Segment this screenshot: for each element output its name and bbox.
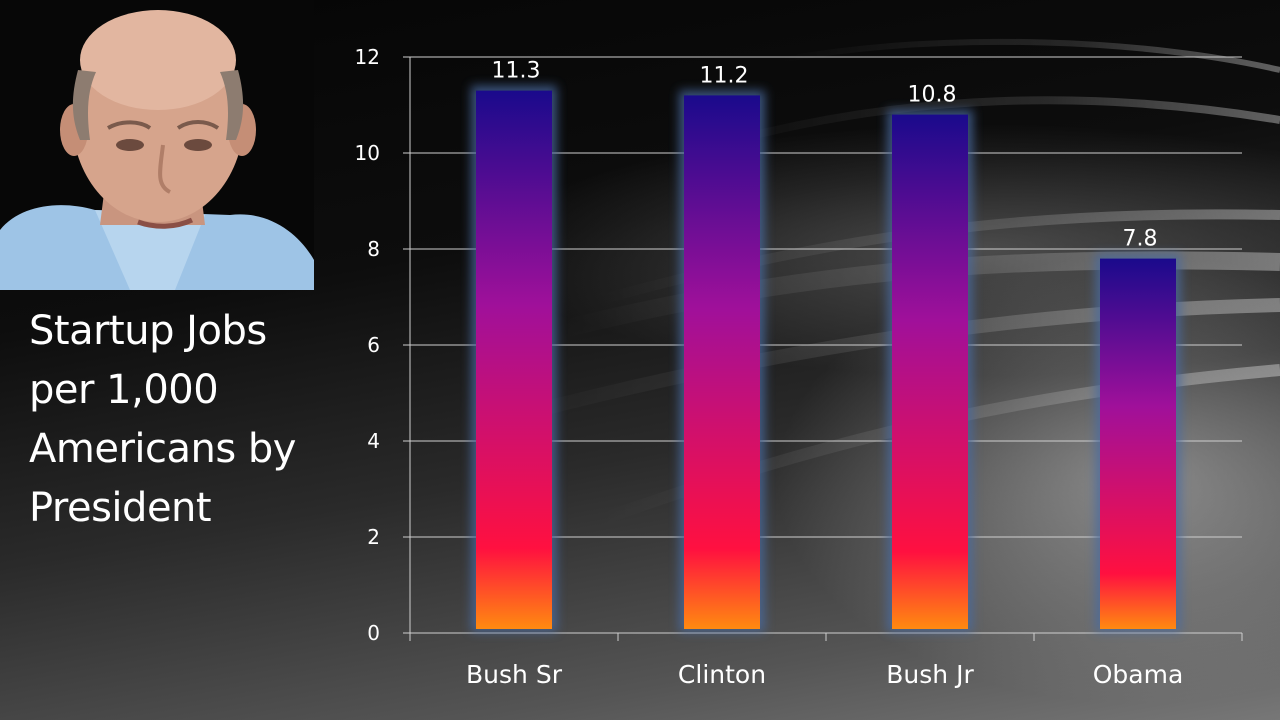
y-tick-label: 12 bbox=[355, 45, 380, 69]
y-tick-label: 4 bbox=[367, 429, 380, 453]
y-tick-label: 8 bbox=[367, 237, 380, 261]
slide-title-line-2: per 1,000 bbox=[29, 367, 219, 413]
x-category-label: Clinton bbox=[678, 660, 766, 689]
bar-bush-sr bbox=[476, 90, 552, 630]
bar-obama bbox=[1100, 258, 1176, 629]
x-category-label: Obama bbox=[1093, 660, 1184, 689]
data-label: 7.8 bbox=[1123, 227, 1158, 252]
data-label: 11.2 bbox=[700, 63, 749, 88]
chart-bars bbox=[471, 85, 1181, 633]
slide-title-line-4: President bbox=[29, 485, 212, 531]
y-tick-label: 10 bbox=[355, 141, 380, 165]
chart-axes bbox=[403, 56, 1243, 641]
bar-bush-jr bbox=[892, 114, 968, 630]
x-category-label: Bush Jr bbox=[886, 660, 974, 689]
slide-title: Startup Jobs per 1,000 Americans by Pres… bbox=[29, 302, 319, 538]
y-tick-label: 6 bbox=[367, 333, 380, 357]
presenter-image bbox=[0, 0, 314, 290]
slide-title-line-3: Americans by bbox=[29, 426, 296, 472]
webcam-video bbox=[0, 0, 314, 290]
data-label: 10.8 bbox=[908, 83, 957, 108]
data-label: 11.3 bbox=[492, 59, 541, 84]
slide-title-line-1: Startup Jobs bbox=[29, 308, 267, 354]
x-category-label: Bush Sr bbox=[466, 660, 563, 689]
bar-clinton bbox=[684, 95, 760, 629]
y-tick-label: 2 bbox=[367, 525, 380, 549]
y-tick-label: 0 bbox=[367, 621, 380, 645]
chart-labels: 0 2 4 6 8 10 12 11.3 Bush Sr 11.2 Clinton 10.8 Bush … bbox=[355, 45, 1184, 689]
